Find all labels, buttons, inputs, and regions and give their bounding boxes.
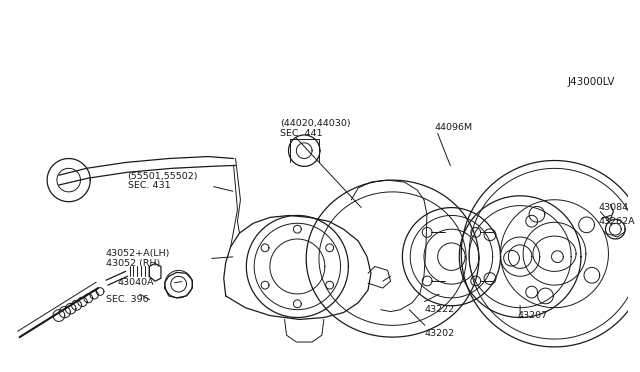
- Text: 43207: 43207: [517, 311, 547, 320]
- Text: 43084: 43084: [598, 203, 628, 212]
- Text: (55501,55502): (55501,55502): [127, 172, 198, 181]
- Text: (44020,44030): (44020,44030): [280, 119, 350, 128]
- Text: 44096M: 44096M: [435, 123, 473, 132]
- Text: 43262A: 43262A: [598, 217, 636, 226]
- Text: 43222: 43222: [425, 305, 455, 314]
- Text: 43052 (RH): 43052 (RH): [106, 259, 160, 268]
- Text: 43052+A(LH): 43052+A(LH): [106, 249, 170, 258]
- Text: SEC. 396: SEC. 396: [106, 295, 148, 304]
- Text: 43040A: 43040A: [118, 278, 154, 287]
- Text: SEC. 431: SEC. 431: [127, 182, 170, 190]
- Text: J43000LV: J43000LV: [567, 77, 615, 87]
- Text: SEC. 441: SEC. 441: [280, 128, 322, 138]
- Text: 43202: 43202: [425, 329, 455, 338]
